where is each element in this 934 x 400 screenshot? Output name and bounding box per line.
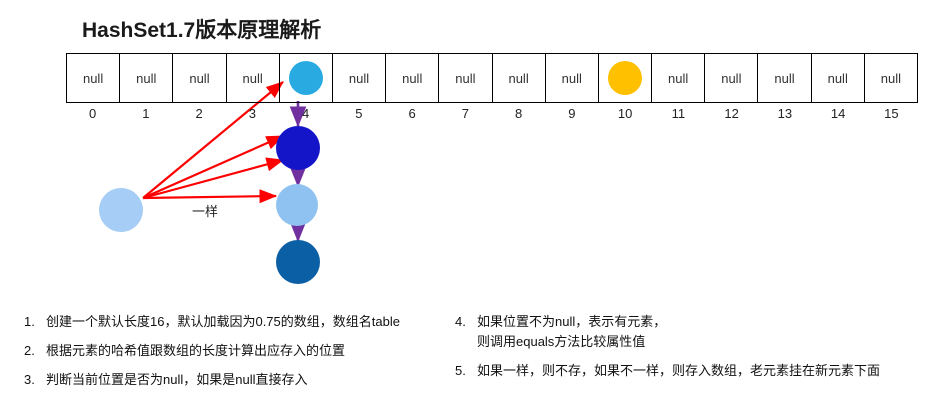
node-dark-blue: [276, 126, 320, 170]
step-item: 4. 如果位置不为null，表示有元素， 则调用equals方法比较属性值: [455, 312, 915, 352]
array-cell-value-5: null: [348, 70, 370, 86]
array-cell-5: null: [333, 54, 387, 102]
array-cell-value-13: null: [774, 70, 795, 86]
same-label: 一样: [192, 204, 219, 219]
array-index-4: 4: [302, 106, 310, 121]
step-text: 如果一样，则不存，如果不一样，则存入数组，老元素挂在新元素下面: [477, 361, 915, 381]
page-title: HashSet1.7版本原理解析: [82, 19, 322, 42]
array-cell-13: null: [758, 54, 812, 102]
array-cell-value-6: null: [402, 70, 423, 86]
step-text: 判断当前位置是否为null，如果是null直接存入: [46, 370, 444, 390]
step-text: 如果位置不为null，表示有元素， 则调用equals方法比较属性值: [477, 312, 915, 352]
array-index-3: 3: [248, 106, 256, 121]
hash-array-index-row: 0 1 2 3 4 5 6 7 8 9 10 11 12 13 14 15: [66, 106, 918, 126]
array-cell-15: null: [865, 54, 917, 102]
array-index-15: 15: [884, 106, 899, 121]
step-text-line1: 根据元素的哈希值跟数组的长度计算出应存入的位置: [46, 343, 346, 359]
array-cell-6: null: [386, 54, 440, 102]
array-index-10: 10: [617, 106, 633, 121]
step-item: 1. 创建一个默认长度16，默认加载因为0.75的数组，数组名table: [24, 312, 444, 332]
array-cell-value-12: null: [721, 70, 742, 86]
array-index-8: 8: [515, 106, 523, 121]
array-cell-value-1: null: [136, 70, 157, 86]
array-cell-value-15: null: [880, 70, 902, 86]
step-number: 5.: [455, 363, 466, 379]
array-index-6: 6: [408, 106, 416, 121]
array-index-14: 14: [830, 106, 846, 121]
array-index-13: 13: [777, 106, 793, 121]
node-source: [99, 188, 143, 232]
array-cell-14: null: [812, 54, 865, 102]
array-cell-node-4: [288, 61, 323, 95]
array-index-0: 0: [89, 106, 97, 121]
step-text-line1: 判断当前位置是否为null，如果是null直接存入: [46, 372, 308, 388]
step-text: 创建一个默认长度16，默认加载因为0.75的数组，数组名table: [46, 312, 444, 332]
array-cell-11: null: [652, 54, 706, 102]
array-cell-10: [599, 54, 653, 102]
step-text-line1: 如果一样，则不存，如果不一样，则存入数组，老元素挂在新元素下面: [477, 363, 881, 379]
array-index-9: 9: [568, 106, 576, 121]
array-index-5: 5: [355, 106, 363, 121]
step-number: 2.: [24, 343, 35, 359]
node-deep-blue: [276, 240, 320, 284]
red-arrow-group: [142, 81, 285, 204]
array-cell-value-9: null: [561, 70, 582, 86]
array-index-2: 2: [195, 106, 203, 121]
step-number: 1.: [24, 314, 35, 329]
array-cell-1: null: [120, 54, 174, 102]
array-index-1: 1: [142, 106, 150, 121]
steps-list-left: 1. 创建一个默认长度16，默认加载因为0.75的数组，数组名table 2. 根据元…: [24, 312, 444, 399]
steps-list-right: 4. 如果位置不为null，表示有元素， 则调用equals方法比较属性值 5. 如果一…: [455, 312, 915, 390]
array-index-11: 11: [671, 106, 686, 121]
array-cell-value-3: null: [242, 70, 263, 86]
array-cell-3: null: [227, 54, 280, 102]
hash-array-table: null null null null null null null null null null…: [66, 53, 918, 103]
step-text: 根据元素的哈希值跟数组的长度计算出应存入的位置: [46, 341, 444, 361]
array-cell-4: [280, 54, 333, 102]
array-index-7: 7: [461, 106, 469, 121]
step-number: 4.: [455, 314, 466, 329]
array-cell-value-14: null: [827, 70, 848, 86]
array-cell-2: null: [173, 54, 227, 102]
step-item: 5. 如果一样，则不存，如果不一样，则存入数组，老元素挂在新元素下面: [455, 361, 915, 381]
step-text-line1: 创建一个默认长度16，默认加载因为0.75的数组，数组名table: [46, 314, 400, 329]
array-cell-12: null: [705, 54, 759, 102]
node-light-blue: [276, 184, 318, 226]
step-number: 3.: [24, 372, 35, 388]
array-cell-value-8: null: [508, 70, 529, 86]
array-cell-value-11: null: [668, 70, 689, 86]
array-index-12: 12: [724, 106, 739, 121]
array-cell-7: null: [439, 54, 493, 102]
step-item: 3. 判断当前位置是否为null，如果是null直接存入: [24, 370, 444, 390]
step-text-line2: 则调用equals方法比较属性值: [477, 334, 646, 350]
array-cell-8: null: [493, 54, 546, 102]
array-cell-0: null: [67, 54, 121, 102]
array-cell-node-10: [607, 61, 642, 95]
array-cell-9: null: [546, 54, 599, 102]
step-text-line1: 如果位置不为null，表示有元素，: [477, 314, 667, 329]
array-cell-value-0: null: [82, 70, 104, 86]
step-item: 2. 根据元素的哈希值跟数组的长度计算出应存入的位置: [24, 341, 444, 361]
array-cell-value-7: null: [455, 70, 476, 86]
array-cell-value-2: null: [189, 70, 210, 86]
